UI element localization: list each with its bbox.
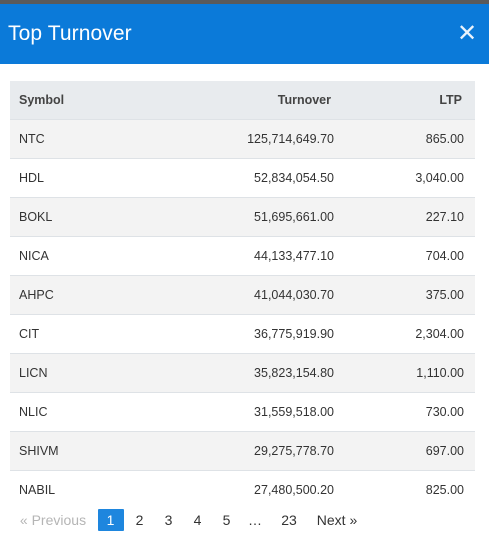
cell-turnover: 44,133,477.10: [254, 248, 334, 263]
page-button-2[interactable]: 2: [135, 512, 144, 528]
cell-ltp: 825.00: [425, 482, 464, 497]
cell-symbol: BOKL: [19, 209, 53, 224]
top-border: [0, 0, 489, 4]
turnover-table: Symbol Turnover LTP NTC 125,714,649.70 865…: [10, 81, 475, 509]
cell-turnover: 29,275,778.70: [254, 443, 334, 458]
table-row[interactable]: CIT 36,775,919.90 2,304.00: [10, 314, 475, 353]
next-page-button[interactable]: Next »: [316, 512, 358, 528]
cell-symbol: NLIC: [19, 404, 48, 419]
page-button-5[interactable]: 5: [222, 512, 231, 528]
table-row[interactable]: LICN 35,823,154.80 1,110.00: [10, 353, 475, 392]
cell-symbol: SHIVM: [19, 443, 59, 458]
modal-title: Top Turnover: [8, 22, 132, 45]
cell-turnover: 125,714,649.70: [247, 131, 334, 146]
cell-symbol: NTC: [19, 131, 45, 146]
cell-ltp: 865.00: [425, 131, 464, 146]
cell-turnover: 36,775,919.90: [254, 326, 334, 341]
turnover-table-container: Symbol Turnover LTP NTC 125,714,649.70 865…: [10, 81, 475, 509]
table-row[interactable]: NLIC 31,559,518.00 730.00: [10, 392, 475, 431]
table-row[interactable]: SHIVM 29,275,778.70 697.00: [10, 431, 475, 470]
column-header-ltp[interactable]: LTP: [439, 92, 462, 107]
column-header-symbol[interactable]: Symbol: [19, 92, 65, 107]
cell-turnover: 27,480,500.20: [254, 482, 334, 497]
cell-symbol: HDL: [19, 170, 45, 185]
previous-page-button[interactable]: « Previous: [19, 512, 87, 528]
page-button-4[interactable]: 4: [193, 512, 202, 528]
close-icon[interactable]: ✕: [457, 20, 478, 47]
cell-turnover: 41,044,030.70: [254, 287, 334, 302]
cell-turnover: 31,559,518.00: [254, 404, 334, 419]
table-row[interactable]: NABIL 27,480,500.20 825.00: [10, 470, 475, 509]
table-row[interactable]: AHPC 41,044,030.70 375.00: [10, 275, 475, 314]
cell-ltp: 2,304.00: [415, 326, 464, 341]
table-row[interactable]: BOKL 51,695,661.00 227.10: [10, 197, 475, 236]
cell-symbol: NICA: [19, 248, 49, 263]
cell-turnover: 35,823,154.80: [254, 365, 334, 380]
cell-ltp: 1,110.00: [416, 365, 464, 380]
page-button-3[interactable]: 3: [164, 512, 173, 528]
cell-ltp: 704.00: [425, 248, 464, 263]
table-row[interactable]: NTC 125,714,649.70 865.00: [10, 119, 475, 158]
cell-ltp: 227.10: [425, 209, 464, 224]
cell-turnover: 52,834,054.50: [254, 170, 334, 185]
cell-symbol: LICN: [19, 365, 48, 380]
cell-ltp: 3,040.00: [415, 170, 464, 185]
cell-turnover: 51,695,661.00: [254, 209, 334, 224]
column-header-turnover[interactable]: Turnover: [277, 92, 331, 107]
pagination-ellipsis: …: [248, 512, 262, 528]
cell-symbol: NABIL: [19, 482, 56, 497]
pagination: « Previous 1 2 3 4 5 … 23 Next »: [10, 509, 365, 531]
table-header-row: Symbol Turnover LTP: [10, 81, 475, 119]
modal-header: Top Turnover ✕: [0, 4, 489, 64]
page-button-last[interactable]: 23: [281, 512, 297, 528]
cell-symbol: AHPC: [19, 287, 54, 302]
table-row[interactable]: NICA 44,133,477.10 704.00: [10, 236, 475, 275]
cell-ltp: 375.00: [425, 287, 464, 302]
page-button-1[interactable]: 1: [97, 509, 124, 531]
cell-ltp: 730.00: [425, 404, 464, 419]
table-row[interactable]: HDL 52,834,054.50 3,040.00: [10, 158, 475, 197]
cell-symbol: CIT: [19, 326, 40, 341]
cell-ltp: 697.00: [425, 443, 464, 458]
